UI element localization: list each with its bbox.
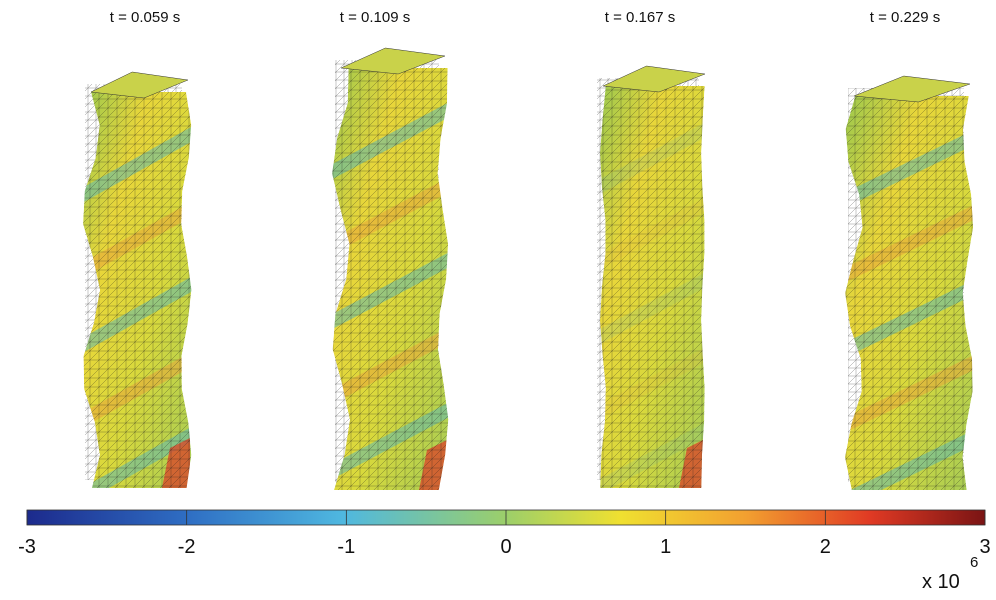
colorbar-exponent: 6 — [970, 554, 978, 571]
panel-title: t = 0.167 s — [605, 9, 675, 26]
colorbar-tick-label: -2 — [178, 536, 196, 558]
figure: t = 0.059 s t = 0.109 s t = 0.167 s t = 0.2… — [0, 0, 996, 600]
panel-title: t = 0.059 s — [110, 9, 180, 26]
colorbar-tick-label: 0 — [500, 536, 511, 558]
colorbar-tick-label: -1 — [337, 536, 355, 558]
colorbar-tick-label: 1 — [660, 536, 671, 558]
colorbar-tick-label: -3 — [18, 536, 36, 558]
panel-title: t = 0.229 s — [870, 9, 940, 26]
deformed-column — [828, 76, 992, 511]
panels: t = 0.059 s t = 0.109 s t = 0.167 s t = 0.2… — [65, 9, 992, 511]
colorbar-tick-label: 2 — [820, 536, 831, 558]
panel-title: t = 0.109 s — [340, 9, 410, 26]
colorbar-multiplier: x 10 — [922, 571, 960, 593]
mesh — [828, 76, 992, 500]
colorbar-tick-label: 3 — [979, 536, 990, 558]
